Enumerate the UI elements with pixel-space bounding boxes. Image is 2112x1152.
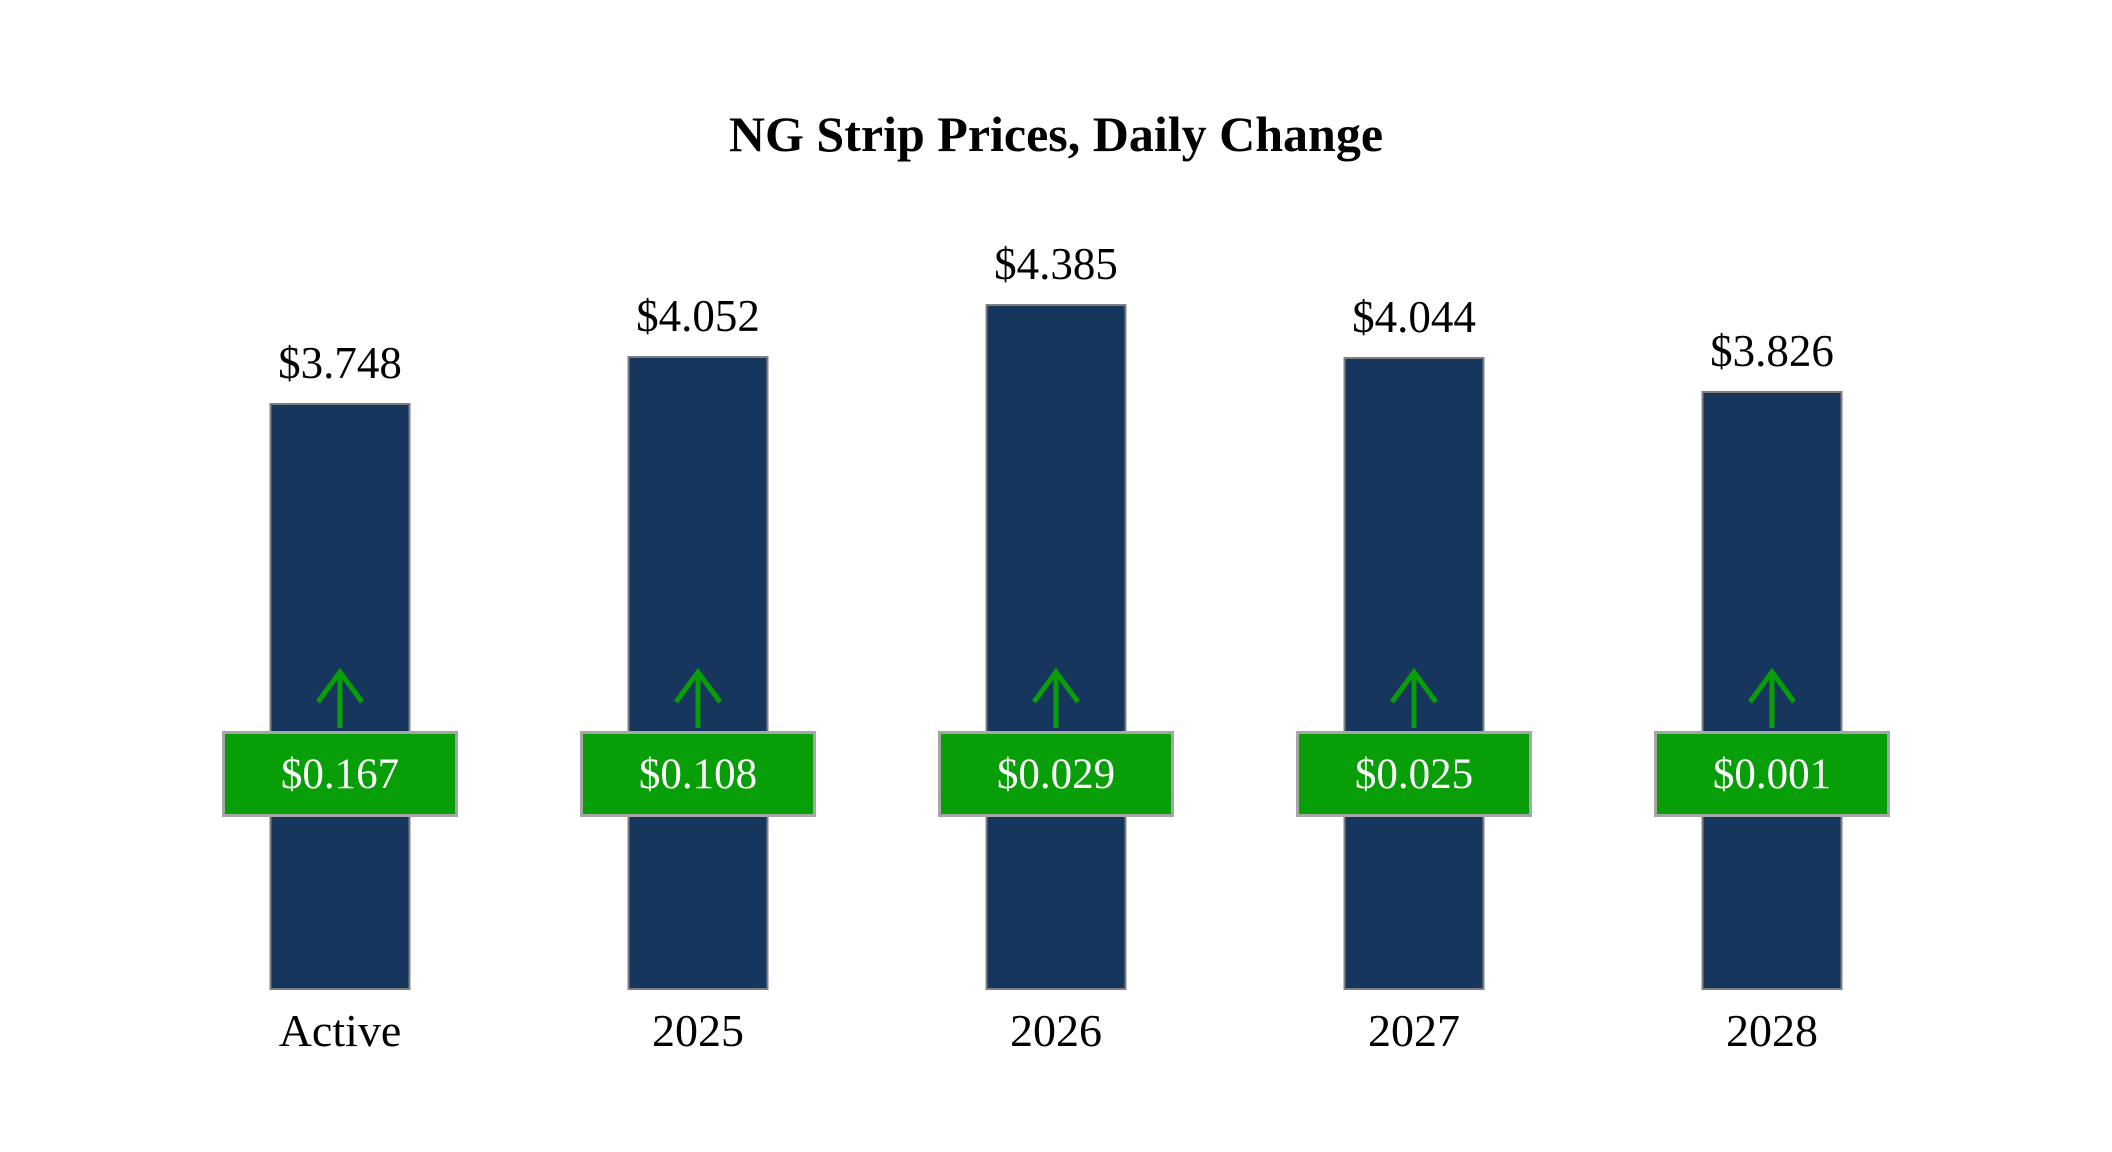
daily-change-badge: $0.029 (938, 731, 1174, 817)
daily-change-badge: $0.167 (222, 731, 458, 817)
daily-change-badge: $0.025 (1296, 731, 1532, 817)
bar: $4.385 (985, 239, 1127, 990)
bar-group-2027: $4.044 $0.025 2027 (1235, 180, 1593, 1100)
bar-group-2025: $4.052 $0.108 2025 (519, 180, 877, 1100)
daily-change-badge: $0.001 (1654, 731, 1890, 817)
category-label: 2028 (1726, 1005, 1818, 1056)
up-arrow-icon (1031, 667, 1081, 728)
bar-value-label: $4.052 (636, 291, 760, 341)
bar-chart: $3.748 $0.167 Active $4.052 $0.108 2025 … (161, 180, 1951, 1100)
daily-change-badge: $0.108 (580, 731, 816, 817)
bar-value-label: $3.826 (1710, 326, 1834, 376)
bar-group-active: $3.748 $0.167 Active (161, 180, 519, 1100)
bar: $3.748 (269, 338, 411, 990)
up-arrow-icon (1747, 667, 1797, 728)
up-arrow-icon (315, 667, 365, 728)
up-arrow-icon (673, 667, 723, 728)
category-label: Active (278, 1005, 402, 1056)
bar-value-label: $4.385 (994, 239, 1118, 289)
bar-value-label: $3.748 (278, 338, 402, 388)
up-arrow-icon (1389, 667, 1439, 728)
category-label: 2025 (652, 1005, 744, 1056)
category-label: 2026 (1010, 1005, 1102, 1056)
bar: $4.044 (1343, 292, 1485, 990)
category-label: 2027 (1368, 1005, 1460, 1056)
bar-group-2026: $4.385 $0.029 2026 (877, 180, 1235, 1100)
bar-group-2028: $3.826 $0.001 2028 (1593, 180, 1951, 1100)
chart-title: NG Strip Prices, Daily Change (728, 106, 1384, 162)
bar-value-label: $4.044 (1352, 292, 1476, 342)
